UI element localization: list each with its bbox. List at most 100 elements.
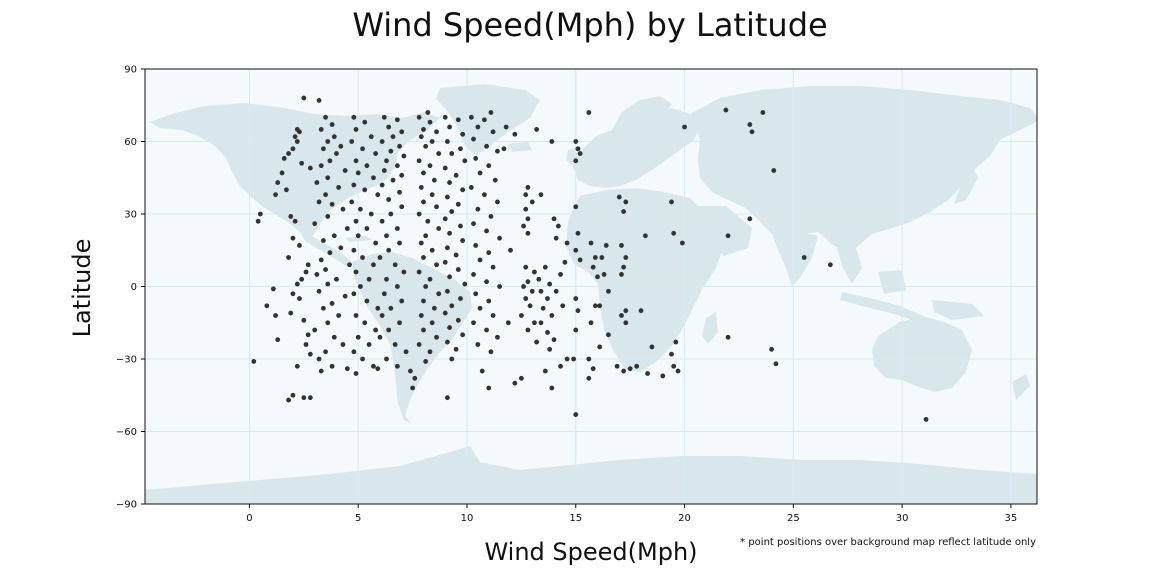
data-point (353, 218, 359, 224)
data-point (525, 216, 531, 222)
data-point (573, 139, 579, 144)
data-point (525, 185, 531, 190)
data-point (827, 262, 833, 268)
data-point (351, 291, 357, 297)
data-point (334, 151, 339, 156)
data-point (473, 243, 479, 248)
data-point (318, 127, 324, 132)
data-point (431, 177, 437, 183)
data-point (371, 363, 376, 369)
data-point (462, 158, 468, 164)
data-point (495, 199, 500, 205)
data-point (375, 366, 381, 372)
data-point (529, 199, 535, 205)
data-point (673, 339, 679, 345)
data-point (288, 310, 294, 316)
data-point (521, 223, 526, 229)
data-point (325, 281, 331, 287)
data-point (573, 204, 579, 210)
data-point (638, 308, 644, 314)
data-point (418, 240, 424, 246)
data-point (325, 139, 331, 144)
data-point (257, 211, 263, 217)
data-point (747, 216, 753, 222)
data-point (314, 272, 320, 277)
data-point (297, 296, 302, 301)
data-point (449, 209, 455, 214)
x-tick-label: 20 (678, 513, 691, 524)
data-point (521, 284, 526, 289)
data-point (331, 334, 337, 340)
data-point (749, 129, 755, 135)
data-point (564, 240, 570, 246)
data-point (327, 250, 333, 256)
data-point (495, 334, 500, 340)
data-point (397, 143, 402, 149)
data-point (421, 298, 426, 304)
data-point (495, 148, 500, 154)
data-point (408, 368, 413, 374)
x-tick-label: 30 (896, 513, 909, 524)
data-point (394, 163, 400, 169)
data-point (299, 276, 305, 282)
data-point (351, 349, 357, 355)
data-point (573, 158, 579, 164)
y-tick-label: −30 (116, 355, 137, 366)
data-point (560, 303, 566, 309)
data-point (623, 255, 629, 260)
data-point (294, 139, 300, 144)
data-point (484, 327, 489, 333)
x-tick-label: 10 (461, 513, 474, 524)
data-point (477, 305, 483, 311)
data-point (490, 129, 496, 135)
data-point (301, 95, 307, 101)
data-point (377, 255, 383, 260)
data-point (601, 272, 607, 277)
data-point (329, 301, 335, 306)
x-tick-label: 35 (1005, 513, 1018, 524)
data-point (475, 206, 481, 212)
data-point (384, 276, 389, 282)
data-point (649, 344, 655, 350)
data-point (564, 356, 570, 362)
data-point (325, 175, 331, 181)
data-point (562, 259, 568, 265)
data-point (323, 114, 328, 120)
data-point (329, 201, 335, 207)
data-point (475, 342, 481, 347)
data-point (558, 363, 563, 369)
data-point (534, 127, 540, 132)
x-tick-label: 5 (355, 513, 361, 524)
data-point (588, 320, 594, 326)
data-point (603, 243, 609, 248)
data-point (364, 226, 370, 231)
data-point (394, 363, 400, 369)
y-tick-label: 60 (124, 137, 137, 148)
data-point (553, 235, 559, 241)
data-point (353, 158, 359, 164)
data-point (421, 199, 426, 205)
data-point (577, 151, 583, 156)
data-point (525, 230, 531, 236)
data-point (453, 252, 459, 258)
data-point (549, 313, 555, 318)
data-point (497, 284, 503, 289)
data-point (366, 276, 372, 282)
data-point (379, 139, 385, 144)
data-point (371, 175, 376, 181)
data-point (294, 281, 300, 287)
data-point (488, 214, 494, 219)
data-point (273, 192, 278, 198)
data-point (645, 371, 650, 376)
data-point (573, 247, 579, 253)
data-point (399, 204, 405, 210)
data-point (621, 368, 627, 374)
data-point (318, 368, 324, 374)
data-point (532, 269, 537, 275)
data-point (634, 363, 640, 369)
data-point (286, 397, 291, 403)
data-point (538, 288, 544, 294)
data-point (586, 110, 592, 115)
data-point (349, 139, 355, 144)
data-point (301, 395, 307, 401)
